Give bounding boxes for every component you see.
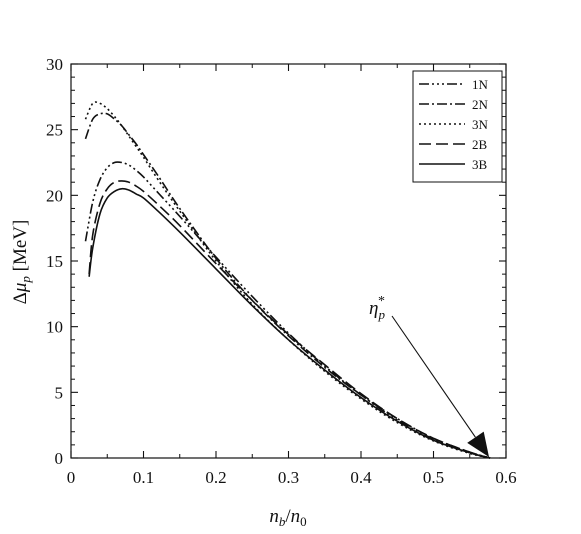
annotation-arrowhead [467, 431, 489, 457]
y-tick-label: 5 [55, 383, 64, 402]
x-tick-label: 0.1 [133, 468, 154, 487]
x-tick-label: 0.6 [495, 468, 516, 487]
y-tick-label: 10 [46, 318, 63, 337]
y-tick-label: 20 [46, 186, 63, 205]
legend-label-2n: 2N [472, 97, 489, 112]
y-tick-label: 15 [46, 252, 63, 271]
y-axis-title-mu: μ [10, 283, 31, 294]
series-line-1n [84, 161, 491, 459]
x-tick-label: 0 [67, 468, 76, 487]
legend-label-3b: 3B [472, 157, 488, 172]
legend-label-3n: 3N [472, 117, 489, 132]
y-tick-label: 0 [55, 449, 64, 468]
y-axis-title-unit: [MeV] [10, 220, 31, 276]
y-tick-label: 30 [46, 55, 63, 74]
legend-label-2b: 2B [472, 137, 488, 152]
x-axis-title-slash: / [285, 506, 291, 527]
x-axis-title-b: b [279, 514, 286, 529]
eta-star-label: ηp* [369, 294, 385, 322]
series-line-3n [84, 101, 491, 459]
eta-subscript: p [377, 307, 385, 322]
y-tick-label: 25 [46, 121, 63, 140]
x-axis-title-0: 0 [300, 514, 307, 529]
axis-ticks: 0 0.1 0.2 0.3 0.4 0.5 0.6 0 5 10 15 20 25 30 [46, 55, 517, 487]
legend-label-1n: 1N [472, 77, 489, 92]
eta-symbol: η [369, 298, 378, 319]
x-tick-label: 0.2 [205, 468, 226, 487]
y-axis-title-p: p [18, 276, 33, 284]
x-tick-label: 0.3 [278, 468, 299, 487]
eta-star-annotation: ηp* [369, 294, 489, 457]
annotation-arrow-line [391, 315, 476, 438]
plot-content [84, 101, 491, 459]
x-axis-title: nb/n0 [269, 506, 306, 529]
legend: 1N 2N 3N 2B 3B [412, 70, 503, 183]
series-line-2b [88, 180, 491, 459]
x-tick-label: 0.5 [423, 468, 444, 487]
y-axis-title-delta: Δ [10, 292, 31, 304]
x-tick-label: 0.4 [350, 468, 372, 487]
legend-box [412, 70, 503, 183]
y-axis-title: Δμp [MeV] [10, 220, 33, 305]
x-axis-title-n: n [269, 506, 279, 527]
series-line-3b [88, 187, 491, 459]
x-axis-title-n0: n [291, 506, 301, 527]
eta-superscript: * [378, 294, 385, 309]
